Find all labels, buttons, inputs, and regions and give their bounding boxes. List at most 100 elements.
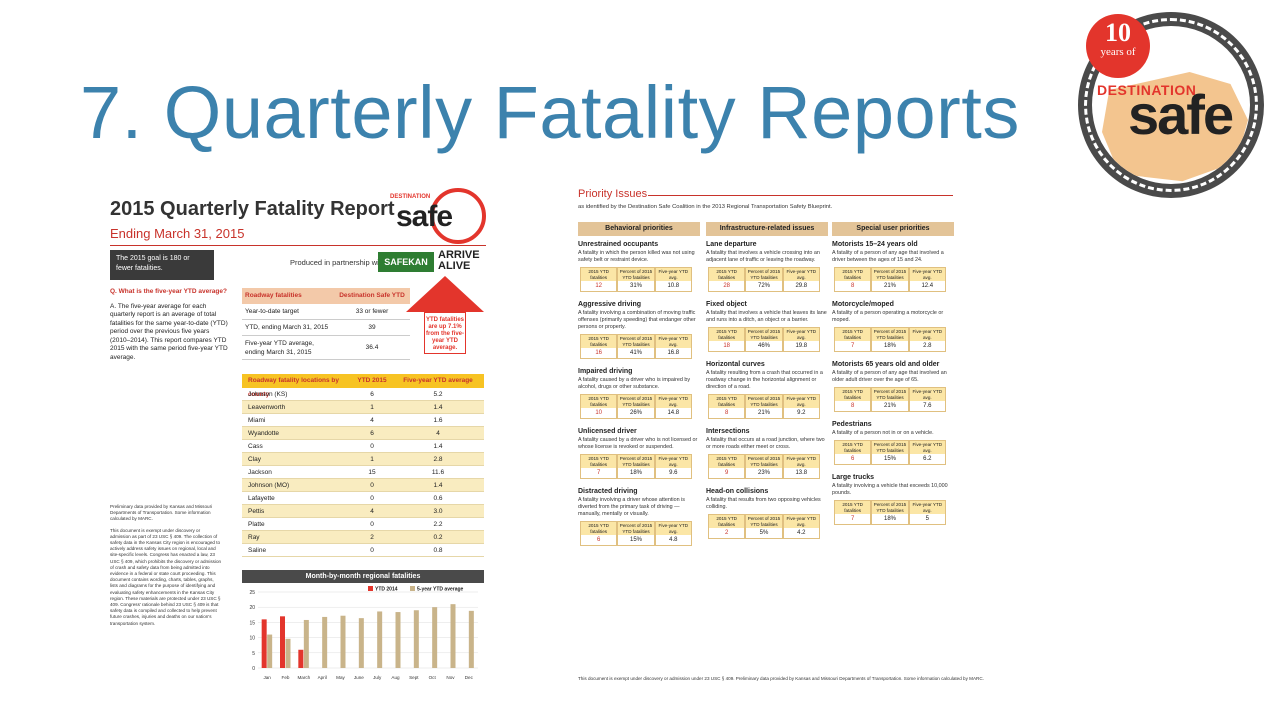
stat-value: 23% <box>757 470 770 476</box>
five-year-average-bar <box>468 610 474 668</box>
five-year-average-bar <box>377 611 383 668</box>
arrive-alive-logo: ARRIVE ALIVE <box>438 249 480 272</box>
region-map-shape <box>1102 72 1248 182</box>
ytd-2015-value: 6 <box>370 391 374 398</box>
priority-item: Motorcycle/moped A fatality of a person o… <box>832 300 954 352</box>
county-name: Saline <box>248 547 267 554</box>
priority-column: Special user priorities Motorists 15–24 y… <box>832 222 954 533</box>
table-row: Clay 1 2.8 <box>242 453 484 466</box>
stat-value: 6 <box>850 456 855 462</box>
destination-safe-logo: DESTINATION safe <box>390 188 486 246</box>
item-description: A fatality involving a vehicle that exce… <box>832 483 948 496</box>
item-description: A fatality of a person of any age that i… <box>832 250 944 263</box>
stat-cell: 2015 YTD fatalities 8 <box>834 387 872 412</box>
stat-value: 18% <box>629 470 642 476</box>
county-name: Ray <box>248 534 260 541</box>
stat-cell: Percent of 2015 YTD fatalities 5% <box>745 514 783 539</box>
stat-cell: Five-year YTD avg. 12.4 <box>908 267 946 292</box>
ytd-2015-value: 1 <box>370 456 374 463</box>
stat-cell: Percent of 2015 YTD fatalities 26% <box>617 394 655 419</box>
stat-header: Five-year YTD avg. <box>783 268 819 281</box>
stat-header: Percent of 2015 YTD fatalities <box>618 395 654 408</box>
logo-destination-text: DESTINATION <box>390 194 431 200</box>
stat-cell: Percent of 2015 YTD fatalities 15% <box>617 521 655 546</box>
up-arrow-icon <box>406 276 484 312</box>
item-title: Head-on collisions <box>706 488 769 495</box>
faq-answer: A. The five-year average for each quarte… <box>110 302 228 361</box>
county-name: Platte <box>248 521 265 528</box>
item-title: Fixed object <box>706 301 747 308</box>
table-row: Johnson (KS) 6 5.2 <box>242 388 484 401</box>
five-year-value: 0.8 <box>433 547 443 554</box>
y-tick-label: 10 <box>249 636 255 642</box>
stat-header: Percent of 2015 YTD fatalities <box>746 395 782 408</box>
item-description: A fatality of a person operating a motor… <box>832 310 944 323</box>
stat-cell: Percent of 2015 YTD fatalities 31% <box>617 267 655 292</box>
stat-cell: Five-year YTD avg. 16.8 <box>654 334 692 359</box>
table-row: Ray 2 0.2 <box>242 531 484 544</box>
priority-title: Priority Issues <box>578 188 648 200</box>
column-header: Special user priorities <box>832 222 954 236</box>
ytd-2015-value: 2 <box>370 534 374 541</box>
x-tick-label: Oct <box>429 675 437 680</box>
x-tick-label: April <box>318 675 327 680</box>
priority-item: Intersections A fatality that occurs at a… <box>706 427 828 479</box>
five-year-average-bar <box>450 604 456 668</box>
stat-cell: 2015 YTD fatalities 6 <box>580 521 618 546</box>
stat-table: 2015 YTD fatalities 8 Percent of 2015 YTD … <box>834 267 946 292</box>
x-tick-label: Sept <box>409 675 419 680</box>
five-year-value: 2.8 <box>433 456 443 463</box>
item-title: Unlicensed driver <box>578 428 637 435</box>
stat-header: 2015 YTD fatalities <box>709 395 745 408</box>
stat-header: Percent of 2015 YTD fatalities <box>746 515 782 528</box>
stat-table: 2015 YTD fatalities 9 Percent of 2015 YTD … <box>708 454 820 479</box>
slide-title: 7. Quarterly Fatality Reports <box>80 71 1020 154</box>
stat-cell: 2015 YTD fatalities 8 <box>708 394 746 419</box>
stat-value: 2.8 <box>923 343 932 349</box>
stat-value: 21% <box>883 403 896 409</box>
stat-value: 18% <box>883 343 896 349</box>
stat-header: Percent of 2015 YTD fatalities <box>872 441 908 454</box>
arrow-note: YTD fatalities are up 7.1% from the five… <box>424 312 466 354</box>
stat-header: Percent of 2015 YTD fatalities <box>618 455 654 468</box>
roadway-fatalities-table: Roadway fatalities Destination Safe YTD … <box>242 288 410 360</box>
report-subtitle: Ending March 31, 2015 <box>110 226 245 241</box>
table-row: Cass 0 1.4 <box>242 440 484 453</box>
x-tick-label: Dec <box>465 675 474 680</box>
stat-table: 2015 YTD fatalities 12 Percent of 2015 YTD… <box>580 267 692 292</box>
stat-header: Five-year YTD avg. <box>909 328 945 341</box>
table-row: Leavenworth 1 1.4 <box>242 401 484 414</box>
item-title: Motorists 15–24 years old <box>832 241 918 248</box>
stat-cell: Percent of 2015 YTD fatalities 72% <box>745 267 783 292</box>
stat-header: 2015 YTD fatalities <box>581 455 617 468</box>
stat-cell: Five-year YTD avg. 9.2 <box>782 394 820 419</box>
stat-header: Five-year YTD avg. <box>655 395 691 408</box>
table-row: Pettis 4 3.0 <box>242 505 484 518</box>
stat-header: Five-year YTD avg. <box>783 515 819 528</box>
row-label: Year-to-date target <box>245 308 299 315</box>
stat-cell: 2015 YTD fatalities 7 <box>834 327 872 352</box>
stat-value: 15% <box>883 456 896 462</box>
stat-header: Percent of 2015 YTD fatalities <box>872 388 908 401</box>
stat-header: 2015 YTD fatalities <box>835 328 871 341</box>
table-row: Platte 0 2.2 <box>242 518 484 531</box>
y-tick-label: 5 <box>252 651 255 657</box>
stat-cell: Five-year YTD avg. 9.6 <box>654 454 692 479</box>
item-title: Pedestrians <box>832 421 872 428</box>
stat-cell: 2015 YTD fatalities 18 <box>708 327 746 352</box>
title-rule <box>648 195 953 196</box>
priority-item: Large trucks A fatality involving a vehic… <box>832 473 954 525</box>
stat-value: 8 <box>850 283 855 289</box>
item-description: A fatality in which the person killed wa… <box>578 250 695 263</box>
stat-value: 4.2 <box>797 530 806 536</box>
five-year-value: 4 <box>436 430 440 437</box>
table-row: Five-year YTD average, ending March 31, … <box>242 336 410 360</box>
item-title: Horizontal curves <box>706 361 765 368</box>
stat-cell: 2015 YTD fatalities 6 <box>834 440 872 465</box>
row-value: 39 <box>368 324 376 331</box>
table-row: Wyandotte 6 4 <box>242 427 484 440</box>
five-year-average-bar <box>322 616 328 668</box>
item-title: Distracted driving <box>578 488 638 495</box>
county-name: Wyandotte <box>248 430 280 437</box>
stat-table: 2015 YTD fatalities 6 Percent of 2015 YTD … <box>580 521 692 546</box>
